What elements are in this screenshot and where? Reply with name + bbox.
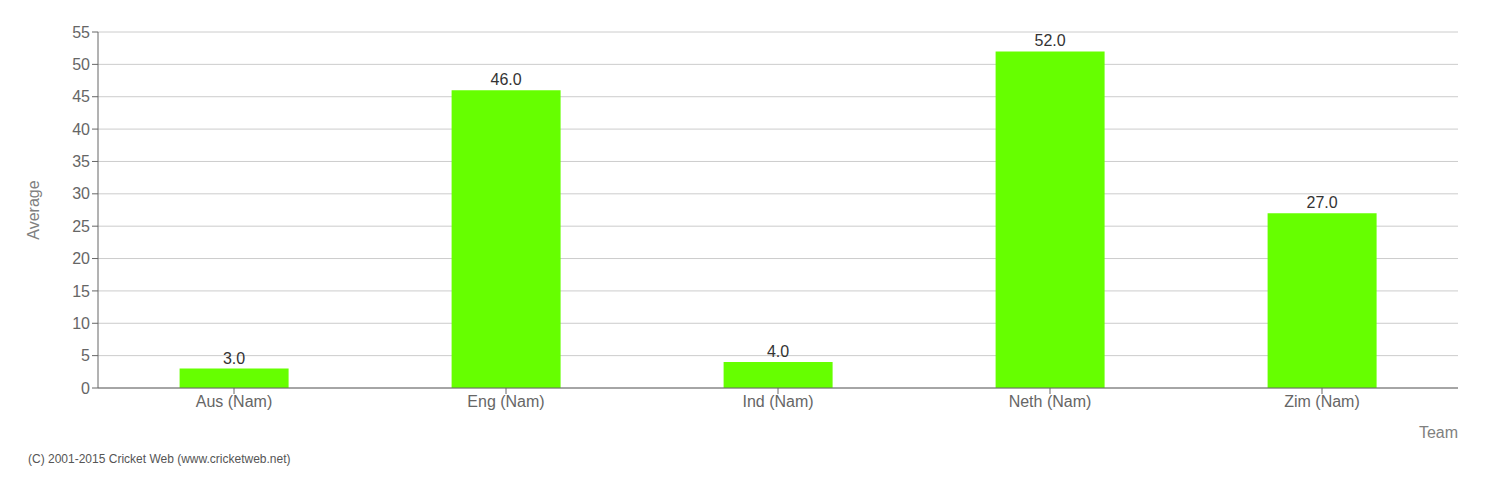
svg-text:46.0: 46.0: [491, 71, 522, 88]
svg-text:35: 35: [72, 153, 90, 170]
svg-text:Average: Average: [25, 180, 42, 239]
svg-text:52.0: 52.0: [1035, 32, 1066, 49]
svg-text:Neth (Nam): Neth (Nam): [1009, 393, 1092, 410]
svg-text:15: 15: [72, 283, 90, 300]
svg-text:4.0: 4.0: [767, 343, 789, 360]
svg-text:10: 10: [72, 315, 90, 332]
svg-text:30: 30: [72, 185, 90, 202]
svg-text:3.0: 3.0: [223, 350, 245, 367]
html-text:(C) 2001-2015 Cricket Web (www: (C) 2001-2015 Cricket Web (www.cricketwe…: [28, 452, 291, 466]
svg-text:Eng (Nam): Eng (Nam): [467, 393, 544, 410]
svg-text:Aus (Nam): Aus (Nam): [196, 393, 272, 410]
svg-text:50: 50: [72, 56, 90, 73]
svg-text:0: 0: [81, 380, 90, 397]
svg-text:5: 5: [81, 347, 90, 364]
svg-text:Zim (Nam): Zim (Nam): [1284, 393, 1360, 410]
svg-text:55: 55: [72, 24, 90, 41]
svg-text:20: 20: [72, 250, 90, 267]
svg-text:Ind (Nam): Ind (Nam): [742, 393, 813, 410]
svg-text:40: 40: [72, 121, 90, 138]
svg-text:45: 45: [72, 88, 90, 105]
svg-text:25: 25: [72, 218, 90, 235]
svg-text:27.0: 27.0: [1307, 194, 1338, 211]
svg-text:Team: Team: [1419, 424, 1458, 441]
